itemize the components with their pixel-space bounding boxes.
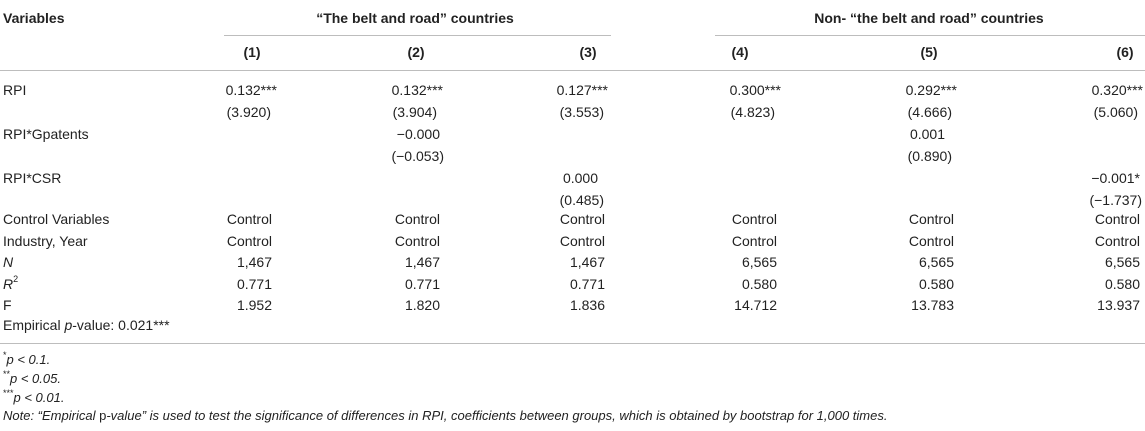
rpi-t-4: (4.823) <box>730 104 775 120</box>
rpi-t-1: (3.920) <box>226 104 271 120</box>
row-label-r2: R2 <box>3 274 19 292</box>
row-label-rpi-csr: RPI*CSR <box>3 170 62 186</box>
footnote-3: ***p < 0.01. <box>3 387 65 405</box>
n-1: 1,467 <box>236 254 272 270</box>
f-2: 1.820 <box>404 297 440 313</box>
f-4: 14.712 <box>734 297 777 313</box>
table-bottom-rule <box>0 343 1145 344</box>
industry-year-5: Control <box>908 233 954 249</box>
rpi-gpatents-t-5: (0.890) <box>907 148 952 164</box>
rpi-coef-2: 0.132*** <box>391 82 443 98</box>
control-2: Control <box>394 211 440 227</box>
col-header-1: (1) <box>243 44 261 60</box>
row-label-industry-year: Industry, Year <box>3 233 88 249</box>
rpi-csr-coef-6: −0.001* <box>1091 170 1140 186</box>
rpi-coef-4: 0.300*** <box>729 82 781 98</box>
rpi-csr-t-3: (0.485) <box>559 192 604 208</box>
control-4: Control <box>731 211 777 227</box>
n-3: 1,467 <box>569 254 605 270</box>
col-header-2: (2) <box>407 44 425 60</box>
rpi-gpatents-coef-2: −0.000 <box>396 126 440 142</box>
r2-5: 0.580 <box>918 276 954 292</box>
r2-3: 0.771 <box>569 276 605 292</box>
header-rule <box>0 70 1145 71</box>
col-header-6: (6) <box>1116 44 1134 60</box>
industry-year-6: Control <box>1094 233 1140 249</box>
row-label-control: Control Variables <box>3 211 110 227</box>
control-1: Control <box>226 211 272 227</box>
control-5: Control <box>908 211 954 227</box>
row-label-n: N <box>3 254 14 270</box>
n-4: 6,565 <box>741 254 777 270</box>
n-5: 6,565 <box>918 254 954 270</box>
col-header-3: (3) <box>579 44 597 60</box>
footnote-1: *p < 0.1. <box>3 349 51 367</box>
rpi-coef-5: 0.292*** <box>905 82 957 98</box>
r2-1: 0.771 <box>236 276 272 292</box>
rpi-t-6: (5.060) <box>1093 104 1138 120</box>
row-label-rpi: RPI <box>3 82 27 98</box>
r2-6: 0.580 <box>1104 276 1140 292</box>
n-6: 6,565 <box>1104 254 1140 270</box>
r2-4: 0.580 <box>741 276 777 292</box>
rpi-coef-1: 0.132*** <box>225 82 277 98</box>
row-label-rpi-gpatents: RPI*Gpatents <box>3 126 89 142</box>
note-text: Note: “Empirical p-value” is used to tes… <box>3 408 888 423</box>
control-3: Control <box>559 211 605 227</box>
group2-underline <box>715 35 1145 36</box>
industry-year-3: Control <box>559 233 605 249</box>
f-5: 13.783 <box>911 297 954 313</box>
r2-2: 0.771 <box>404 276 440 292</box>
rpi-gpatents-t-2: (−0.053) <box>391 148 444 164</box>
rpi-csr-t-6: (−1.737) <box>1089 192 1142 208</box>
group2-header: Non- “the belt and road” countries <box>814 10 1044 26</box>
rpi-t-3: (3.553) <box>559 104 604 120</box>
rpi-t-2: (3.904) <box>392 104 437 120</box>
industry-year-2: Control <box>394 233 440 249</box>
variables-header: Variables <box>3 10 65 26</box>
row-label-f: F <box>3 297 12 313</box>
footnote-2: **p < 0.05. <box>3 368 61 386</box>
col-header-4: (4) <box>731 44 749 60</box>
col-header-5: (5) <box>920 44 938 60</box>
rpi-gpatents-coef-5: 0.001 <box>909 126 945 142</box>
rpi-csr-coef-3: 0.000 <box>562 170 598 186</box>
f-1: 1.952 <box>236 297 272 313</box>
rpi-coef-6: 0.320*** <box>1091 82 1143 98</box>
industry-year-1: Control <box>226 233 272 249</box>
industry-year-4: Control <box>731 233 777 249</box>
f-6: 13.937 <box>1097 297 1140 313</box>
control-6: Control <box>1094 211 1140 227</box>
f-3: 1.836 <box>569 297 605 313</box>
group1-underline <box>224 35 611 36</box>
rpi-t-5: (4.666) <box>907 104 952 120</box>
empirical-p-value: Empirical p-value: 0.021*** <box>3 317 170 333</box>
n-2: 1,467 <box>404 254 440 270</box>
group1-header: “The belt and road” countries <box>316 10 514 26</box>
rpi-coef-3: 0.127*** <box>556 82 608 98</box>
